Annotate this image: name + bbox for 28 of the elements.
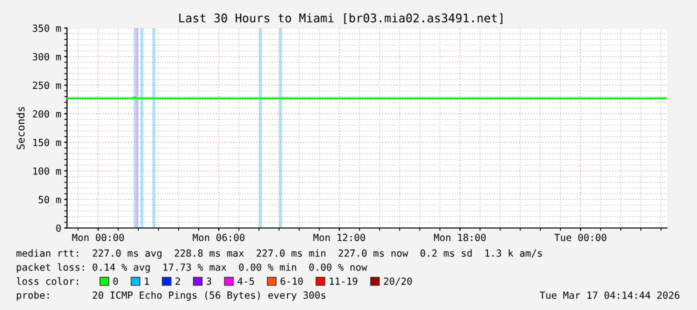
y-tick-label: 250 m (32, 82, 61, 89)
y-tick-label: 300 m (32, 53, 61, 60)
y-tick-label: 350 m (32, 24, 61, 32)
legend-label: 0 (113, 277, 118, 285)
y-tick-label: 100 m (33, 167, 61, 175)
chart-title: Last 30 Hours to Miami [br03.mia02.as3491.net] (179, 13, 502, 24)
x-tick-label: Mon 00:00 (72, 234, 124, 242)
text: Tue Mar 17 04:14:44 2026 (540, 291, 680, 299)
x-tick-label: Mon 18:00 (434, 234, 486, 242)
legend-label: 1 (144, 278, 149, 285)
text: probe: 20 ICMP Echo Pings (56 Bytes) every 300s (16, 291, 326, 301)
y-tick-label: 150 m (33, 138, 61, 146)
x-tick-label: Mon 06:00 (192, 234, 244, 242)
legend-label: 11-19 (330, 277, 358, 285)
y-tick-label: 200 m (32, 110, 61, 118)
legend-label: 4-5 (238, 278, 254, 285)
text: median rtt: 227.0 ms avg 228.8 ms max 227.0 ms min 227.0 ms now 0.2 ms sd 1.3 k am/s (16, 249, 542, 259)
x-tick-label: Tue 00:00 (554, 234, 606, 242)
y-tick-label: 50 m (38, 196, 61, 204)
y-tick-label: 0 (56, 224, 61, 232)
legend-label: 20/20 (384, 277, 412, 286)
text: packet loss: 0.14 % avg 17.73 % max 0.00 % min 0.00 % now (16, 263, 368, 273)
legend-label: 2 (176, 277, 180, 285)
legend-label: 3 (206, 277, 212, 285)
legend-title: loss color: (16, 277, 78, 285)
x-tick-label: Mon 12:00 (313, 234, 366, 242)
legend-label: 6-10 (280, 277, 303, 285)
y-axis-title: Seconds (16, 107, 25, 150)
